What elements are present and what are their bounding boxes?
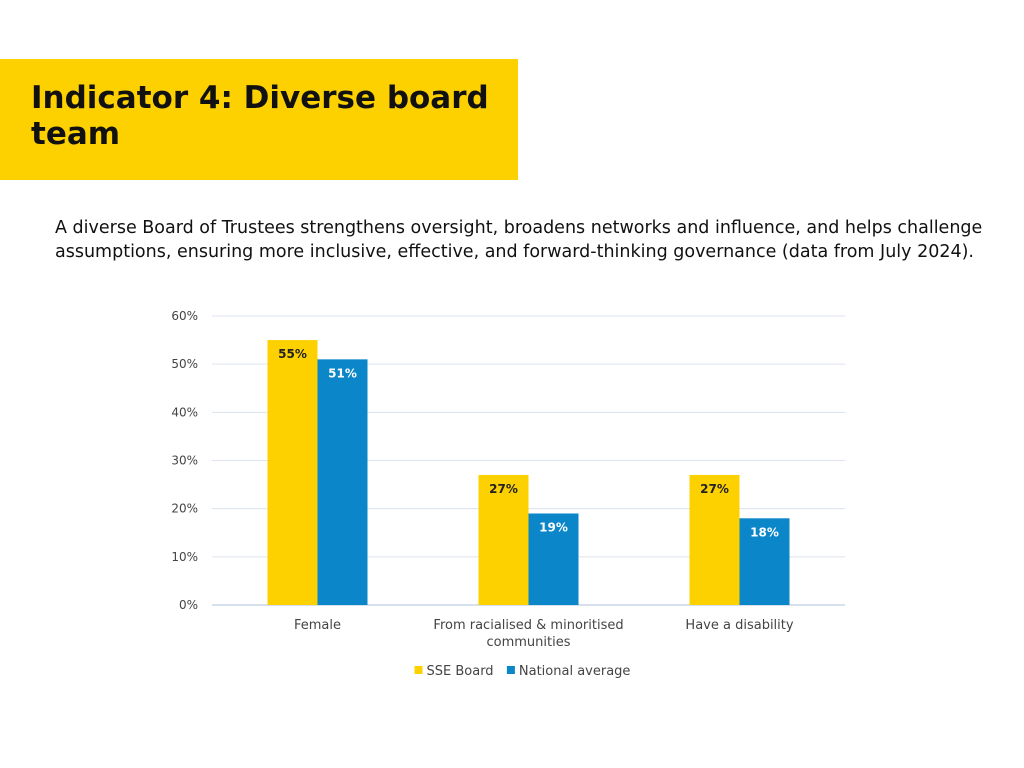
bar <box>689 474 740 605</box>
data-label: 18% <box>750 525 779 539</box>
intro-paragraph: A diverse Board of Trustees strengthens … <box>55 218 983 262</box>
bar <box>478 474 529 605</box>
y-tick-label: 10% <box>171 550 198 564</box>
y-tick-label: 30% <box>171 454 198 468</box>
bar <box>317 359 368 605</box>
legend-label: SSE Board <box>427 664 494 679</box>
page-title: Indicator 4: Diverse board team <box>31 80 489 152</box>
bar <box>739 518 790 605</box>
x-tick-label: Female <box>294 618 341 633</box>
y-tick-label: 60% <box>171 309 198 323</box>
y-tick-label: 50% <box>171 357 198 371</box>
y-tick-label: 0% <box>179 598 198 612</box>
legend-swatch <box>414 666 423 674</box>
bar <box>528 513 579 605</box>
y-tick-label: 40% <box>171 405 198 419</box>
data-label: 27% <box>489 482 518 496</box>
data-label: 55% <box>278 347 307 361</box>
bar-chart: 0% 10% 20% 30% 40% 50% 60% 55% 51% Female 27% 19% Fr… <box>171 309 845 679</box>
y-tick-label: 20% <box>171 502 198 516</box>
legend-label: National average <box>519 664 631 679</box>
x-tick-label: communities <box>487 635 571 650</box>
legend-swatch <box>506 666 515 674</box>
data-label: 19% <box>539 520 568 534</box>
bar <box>267 340 318 605</box>
x-tick-label: Have a disability <box>685 618 793 633</box>
x-tick-label: From racialised & minoritised <box>433 618 623 633</box>
data-label: 27% <box>700 482 729 496</box>
title-banner <box>0 59 518 180</box>
data-label: 51% <box>328 366 357 380</box>
